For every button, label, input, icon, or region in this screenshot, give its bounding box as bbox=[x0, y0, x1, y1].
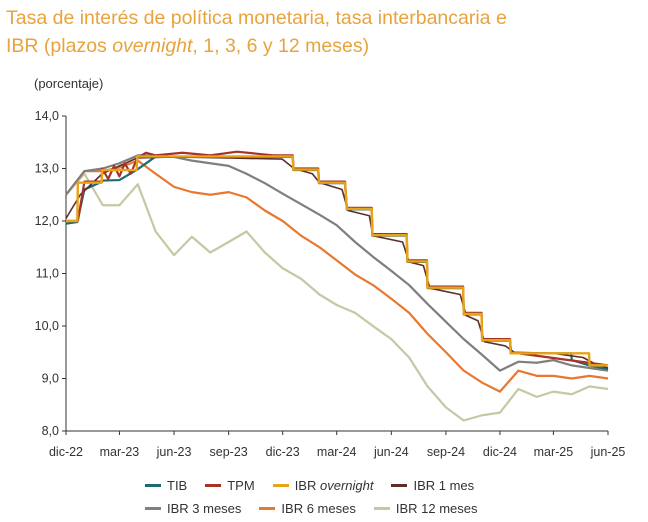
x-tick-label: jun-23 bbox=[156, 445, 192, 459]
x-tick-label: dic-24 bbox=[483, 445, 517, 459]
legend-label-ibr-6-meses: IBR 6 meses bbox=[281, 501, 356, 516]
legend-item-ibr-overnight: IBR overnight bbox=[272, 478, 374, 493]
y-tick-label: 13,0 bbox=[35, 162, 59, 176]
legend: TIB TPM IBR overnight IBR 1 mes IBR 3 me… bbox=[145, 474, 625, 520]
line-chart: 14,0 13,0 12,0 11,0 10,0 9,0 8,0 dic-22 mar-23 ju… bbox=[35, 109, 626, 459]
x-tick-label: jun-24 bbox=[373, 445, 409, 459]
legend-label-ibr-3-meses: IBR 3 meses bbox=[167, 501, 242, 516]
legend-swatch-ibr-12-meses bbox=[373, 507, 390, 510]
y-tick-label: 12,0 bbox=[35, 214, 59, 228]
y-tick-label: 10,0 bbox=[35, 319, 59, 333]
legend-row-2: IBR 3 meses IBR 6 meses IBR 12 meses bbox=[145, 497, 625, 520]
y-tick-label: 11,0 bbox=[36, 267, 59, 281]
y-tick-label: 8,0 bbox=[42, 424, 59, 438]
legend-label-ibr-overnight: IBR overnight bbox=[295, 478, 374, 493]
legend-label-ibr-overnight-em: overnight bbox=[319, 478, 374, 493]
series-line-ibr-6-meses bbox=[65, 159, 609, 393]
series-line-ibr-1-mes bbox=[65, 156, 609, 369]
chart-series bbox=[65, 150, 609, 422]
y-tick-label: 14,0 bbox=[35, 109, 59, 123]
x-tick-label: sep-24 bbox=[427, 445, 465, 459]
x-tick-label: dic-22 bbox=[49, 445, 83, 459]
chart-title-line2: IBR (plazos overnight, 1, 3, 6 y 12 mese… bbox=[6, 32, 636, 60]
title-line2-em: overnight bbox=[112, 35, 193, 57]
chart-title: Tasa de interés de política monetaria, t… bbox=[6, 4, 636, 60]
legend-swatch-ibr-overnight bbox=[272, 484, 289, 487]
legend-label-ibr-12-meses: IBR 12 meses bbox=[395, 501, 478, 516]
x-tick-label: dic-23 bbox=[266, 445, 300, 459]
legend-swatch-ibr-3-meses bbox=[145, 507, 161, 510]
title-line2-post: , 1, 3, 6 y 12 meses) bbox=[192, 35, 370, 57]
legend-item-tib: TIB bbox=[145, 478, 187, 493]
legend-row-1: TIB TPM IBR overnight IBR 1 mes bbox=[145, 474, 625, 497]
series-line-ibr-12-meses bbox=[65, 172, 609, 422]
legend-item-ibr-12-meses: IBR 12 meses bbox=[373, 501, 478, 516]
legend-label-ibr-1-mes: IBR 1 mes bbox=[413, 478, 475, 493]
legend-item-ibr-3-meses: IBR 3 meses bbox=[145, 501, 241, 516]
legend-label-ibr-overnight-pre: IBR bbox=[294, 478, 320, 493]
x-tick-label: jun-25 bbox=[590, 445, 626, 459]
legend-item-ibr-6-meses: IBR 6 meses bbox=[259, 501, 356, 516]
x-tick-label: mar-25 bbox=[534, 445, 574, 459]
y-unit-label: (porcentaje) bbox=[34, 76, 104, 91]
legend-swatch-ibr-1-mes bbox=[391, 484, 408, 487]
legend-item-ibr-1-mes: IBR 1 mes bbox=[391, 478, 474, 493]
legend-swatch-ibr-6-meses bbox=[259, 507, 276, 510]
x-tick-label: mar-23 bbox=[100, 445, 140, 459]
legend-swatch-tpm bbox=[205, 484, 222, 487]
legend-swatch-tib bbox=[145, 484, 161, 487]
legend-item-tpm: TPM bbox=[205, 478, 255, 493]
series-line-ibr-overnight bbox=[66, 155, 608, 367]
title-line2-pre: IBR (plazos bbox=[6, 35, 113, 57]
x-tick-label: mar-24 bbox=[317, 445, 357, 459]
x-tick-label: sep-23 bbox=[210, 445, 248, 459]
legend-label-tib: TIB bbox=[167, 478, 188, 493]
chart-axes: 14,0 13,0 12,0 11,0 10,0 9,0 8,0 dic-22 mar-23 ju… bbox=[35, 109, 626, 459]
y-tick-label: 9,0 bbox=[42, 372, 59, 386]
chart-title-line1: Tasa de interés de política monetaria, t… bbox=[6, 7, 507, 29]
legend-label-tpm: TPM bbox=[227, 478, 255, 493]
